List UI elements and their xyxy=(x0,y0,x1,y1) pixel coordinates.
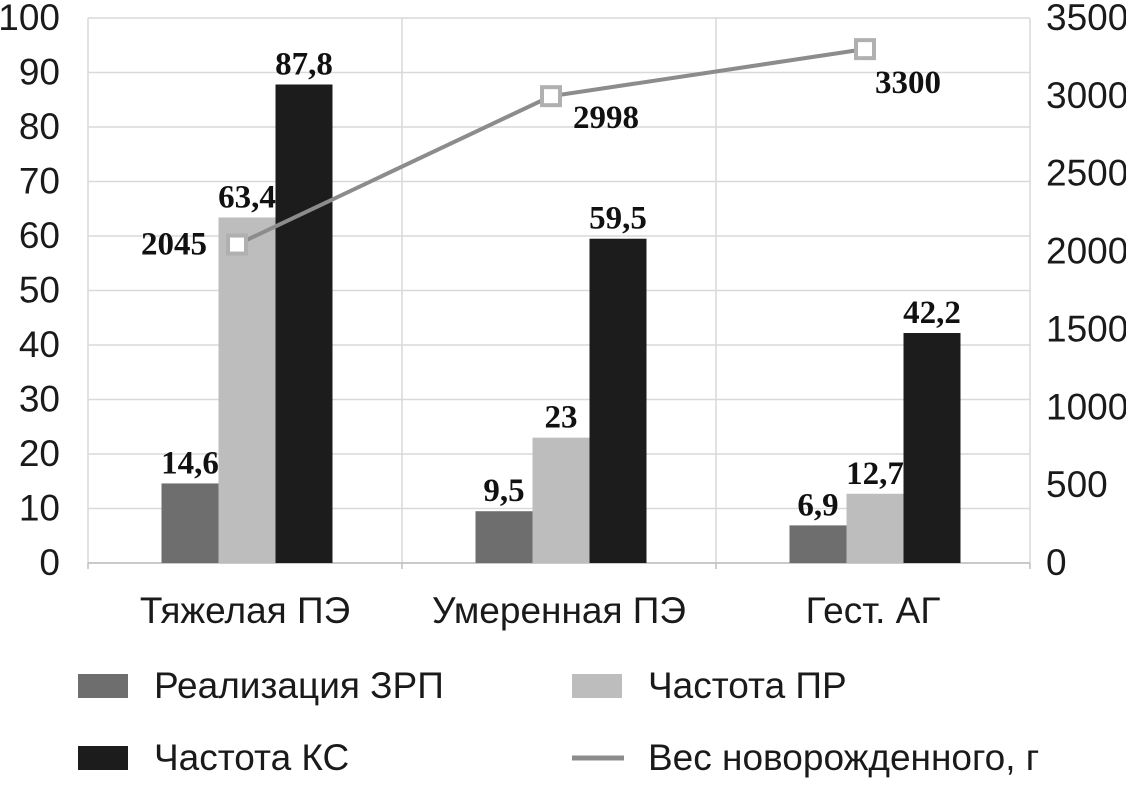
y-right-tick-label: 3500 xyxy=(1046,0,1126,38)
y-left-tick-label: 100 xyxy=(0,0,60,38)
y-left-tick-label: 10 xyxy=(19,488,60,529)
y-left-tick-label: 80 xyxy=(19,106,60,147)
bar-zrp xyxy=(161,483,219,563)
legend-label: Частота КС xyxy=(154,737,349,778)
y-right-tick-label: 0 xyxy=(1046,542,1067,583)
x-axis-categories: Тяжелая ПЭ Умеренная ПЭ Гест. АГ xyxy=(140,590,941,631)
data-label-ks: 42,2 xyxy=(903,295,961,331)
bar-zrp xyxy=(475,511,533,563)
bar-ks xyxy=(903,333,961,563)
bars xyxy=(161,84,961,564)
legend-label: Вес новорожденного, г xyxy=(648,737,1039,778)
data-label-pr: 23 xyxy=(545,400,578,436)
data-label-pr: 63,4 xyxy=(218,179,276,215)
y-left-tick-label: 50 xyxy=(19,270,60,311)
legend-label: Реализация ЗРП xyxy=(154,665,444,706)
bar-pr xyxy=(532,437,590,563)
data-label-ks: 59,5 xyxy=(589,201,647,237)
y-axis-right: 0 500 1000 1500 2000 2500 3000 3500 xyxy=(1046,0,1126,583)
line-marker xyxy=(226,233,248,256)
weight-line-series xyxy=(226,38,876,256)
y-left-tick-label: 0 xyxy=(39,542,60,583)
y-left-tick-label: 20 xyxy=(19,433,60,474)
data-label-pr: 12,7 xyxy=(846,456,904,492)
y-left-tick-label: 90 xyxy=(19,52,60,93)
data-label-weight: 2045 xyxy=(141,227,207,263)
legend: Реализация ЗРП Частота ПР Частота КС Вес но… xyxy=(78,665,1039,778)
data-label-zrp: 9,5 xyxy=(483,473,524,509)
bar-ks xyxy=(275,84,333,564)
y-right-tick-label: 3000 xyxy=(1046,75,1126,116)
legend-swatch-ks xyxy=(78,746,128,770)
x-category-label: Умеренная ПЭ xyxy=(432,590,686,631)
y-right-tick-label: 2000 xyxy=(1046,231,1126,272)
y-right-tick-label: 500 xyxy=(1046,464,1108,505)
bar-ks xyxy=(589,238,647,563)
data-label-weight: 3300 xyxy=(875,65,941,101)
legend-swatch-zrp xyxy=(78,674,128,698)
y-right-tick-label: 1500 xyxy=(1046,308,1126,349)
line-marker xyxy=(540,85,562,108)
data-label-zrp: 14,6 xyxy=(161,445,219,481)
y-left-tick-label: 40 xyxy=(19,324,60,365)
bar-pr xyxy=(846,493,904,563)
data-label-weight: 2998 xyxy=(573,100,639,136)
data-labels: 14,6 63,4 87,8 9,5 23 59,5 6,912,7 42,2 2045 2998… xyxy=(141,46,961,523)
y-left-tick-label: 30 xyxy=(19,379,60,420)
y-left-tick-label: 70 xyxy=(19,161,60,202)
x-category-label: Тяжелая ПЭ xyxy=(140,590,350,631)
bar-pr xyxy=(218,217,276,563)
legend-label: Частота ПР xyxy=(648,665,847,706)
line-marker xyxy=(854,38,876,61)
legend-swatch-pr xyxy=(572,674,622,698)
y-right-tick-label: 1000 xyxy=(1046,386,1126,427)
bar-zrp xyxy=(789,525,847,563)
y-left-tick-label: 60 xyxy=(19,215,60,256)
y-right-tick-label: 2500 xyxy=(1046,153,1126,194)
data-label-zrp: 6,9 xyxy=(797,487,838,523)
x-category-label: Гест. АГ xyxy=(806,590,941,631)
data-label-ks: 87,8 xyxy=(275,46,333,82)
y-axis-left: 0 10 20 30 40 50 60 70 80 90 100 xyxy=(0,0,60,583)
